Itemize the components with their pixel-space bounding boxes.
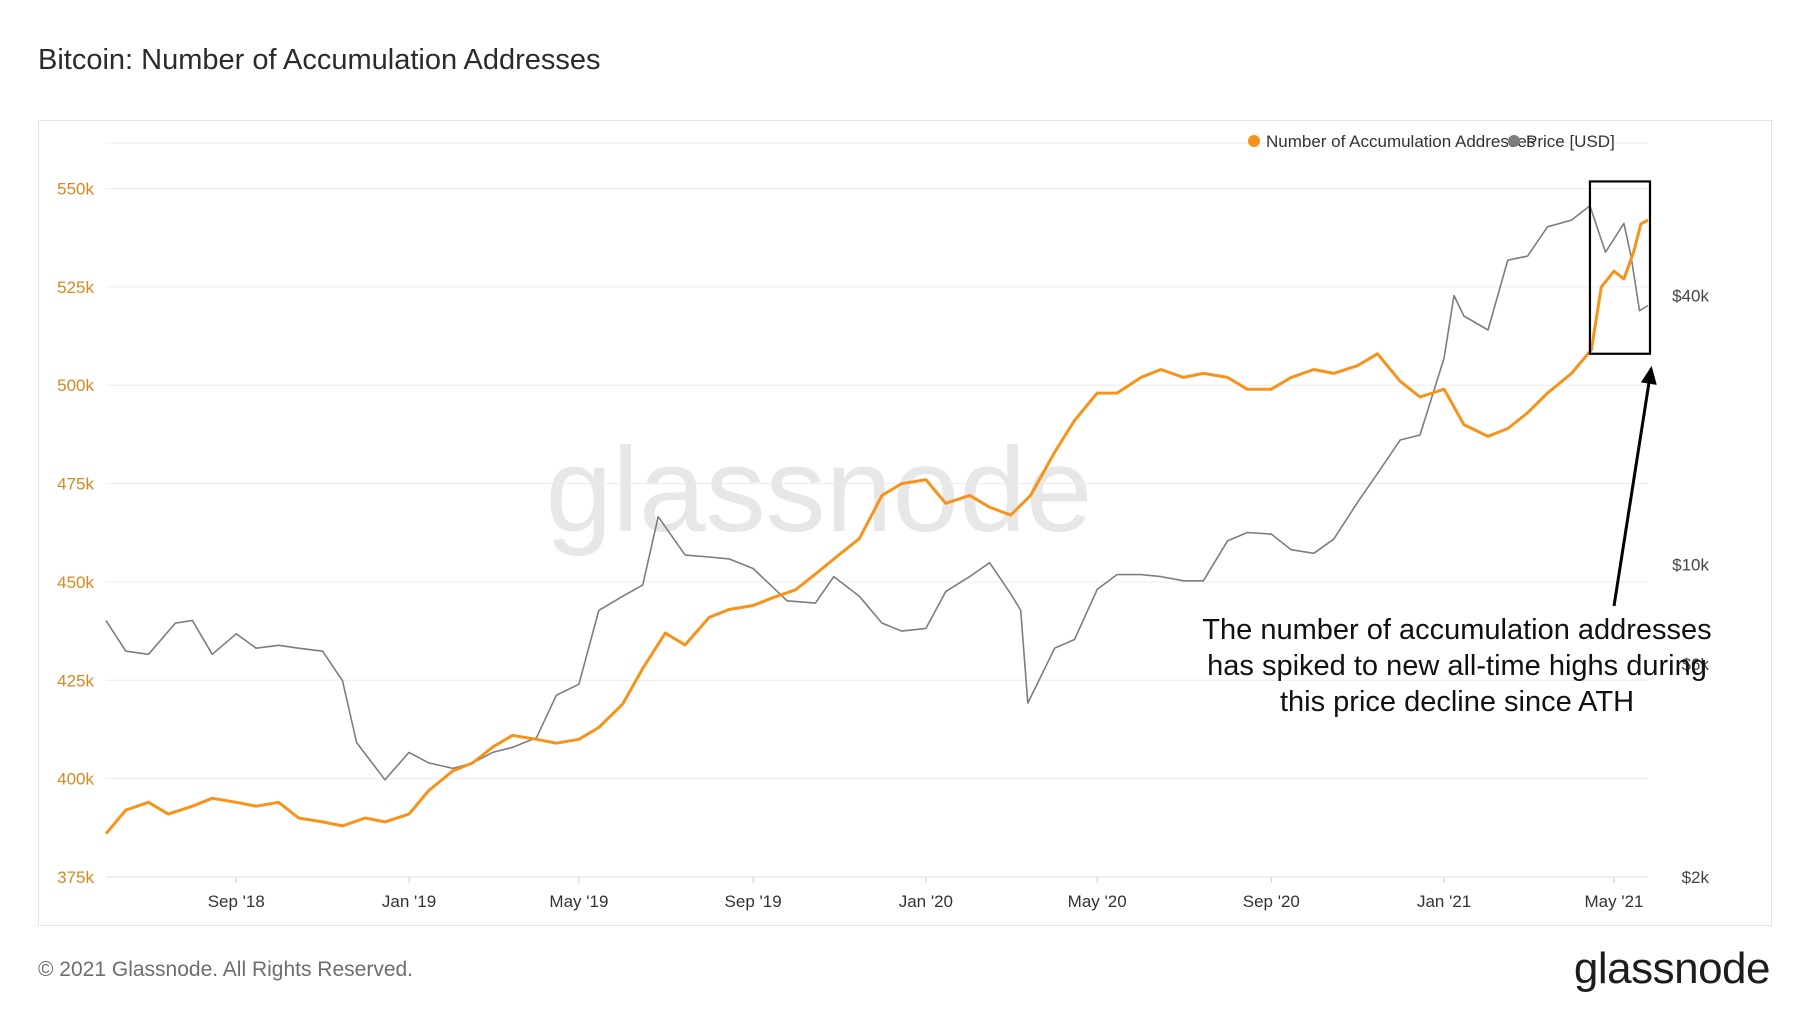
page-title: Bitcoin: Number of Accumulation Addresse…	[38, 44, 601, 76]
x-tick-label: Jan '19	[382, 892, 436, 911]
annotation-arrow	[1612, 369, 1653, 607]
right-tick-label: $10k	[1672, 556, 1709, 575]
x-tick-label: May '21	[1585, 892, 1644, 911]
left-tick-label: 550k	[57, 180, 94, 199]
legend-price-dot	[1508, 135, 1520, 147]
legend-accumulation-label[interactable]: Number of Accumulation Addresses	[1266, 132, 1535, 151]
x-tick-label: Sep '19	[725, 892, 782, 911]
right-tick-label: $2k	[1682, 868, 1710, 887]
annotation-text-line: this price decline since ATH	[1280, 686, 1634, 718]
glassnode-logo[interactable]: glassnode	[1573, 944, 1771, 993]
price-series-line	[105, 205, 1649, 781]
left-tick-label: 375k	[57, 868, 94, 887]
right-y-axis: $2k $6k $10k $40k	[1672, 287, 1709, 887]
highlight-box	[1588, 180, 1652, 355]
legend-price-label[interactable]: Price [USD]	[1526, 132, 1615, 151]
right-tick-label: $40k	[1672, 287, 1709, 306]
chart-panel: glassnode 375k 400k 425k 450k 475k 500k 525k 55…	[38, 120, 1772, 926]
x-tick-label: Sep '20	[1243, 892, 1300, 911]
grid	[106, 142, 1648, 878]
annotation-text-line: has spiked to new all-time highs during	[1207, 650, 1707, 682]
legend-accumulation-dot	[1248, 135, 1260, 147]
accumulation-series-line	[104, 218, 1649, 835]
left-tick-label: 525k	[57, 278, 94, 297]
x-tick-label: May '19	[549, 892, 608, 911]
left-tick-label: 450k	[57, 573, 94, 592]
x-axis: Sep '18 Jan '19 May '19 Sep '19 Jan '20 May '…	[106, 876, 1648, 911]
x-tick-label: May '20	[1068, 892, 1127, 911]
left-tick-label: 475k	[57, 475, 94, 494]
left-tick-label: 425k	[57, 671, 94, 690]
annotation-arrowhead	[1640, 365, 1657, 385]
annotation: The number of accumulation addresses has …	[1202, 180, 1712, 718]
x-tick-label: Jan '21	[1417, 892, 1471, 911]
right-tick-label: $6k	[1682, 655, 1710, 674]
series-lines	[104, 205, 1649, 835]
left-y-axis: 375k 400k 425k 450k 475k 500k 525k 550k	[57, 180, 94, 887]
copyright-text: © 2021 Glassnode. All Rights Reserved.	[38, 958, 414, 981]
accumulation-price-chart: glassnode 375k 400k 425k 450k 475k 500k 525k 55…	[57, 132, 1712, 911]
x-tick-label: Sep '18	[208, 892, 265, 911]
left-tick-label: 500k	[57, 376, 94, 395]
x-tick-label: Jan '20	[899, 892, 953, 911]
watermark: glassnode	[545, 423, 1092, 557]
annotation-text-line: The number of accumulation addresses	[1202, 614, 1711, 646]
left-tick-label: 400k	[57, 770, 94, 789]
